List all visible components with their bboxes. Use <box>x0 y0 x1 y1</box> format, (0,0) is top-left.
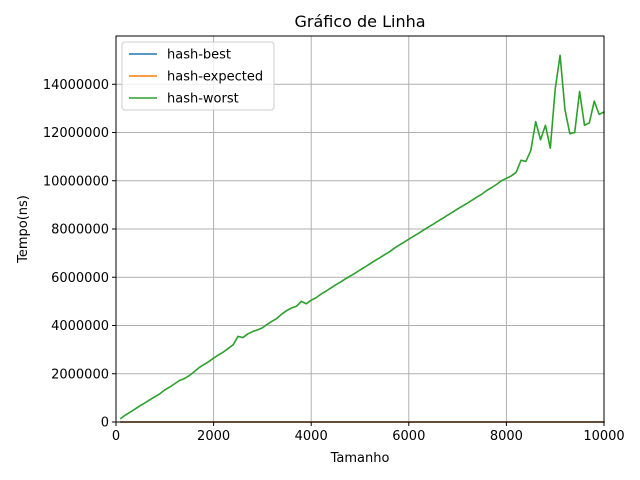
legend-label-hash-worst: hash-worst <box>167 92 239 107</box>
y-axis-ticks: 0 2000000 4000000 6000000 8000000 10000000 120… <box>43 78 116 431</box>
x-axis-label: Tamanho <box>330 451 390 466</box>
y-tick-label: 12000000 <box>43 126 109 141</box>
x-tick-label: 4000 <box>295 429 328 444</box>
y-tick-label: 10000000 <box>43 174 109 189</box>
y-tick-label: 8000000 <box>51 223 109 238</box>
legend: hash-best hash-expected hash-worst <box>121 41 275 111</box>
x-axis-ticks: 0 2000 4000 6000 8000 10000 <box>112 422 625 444</box>
series-line-hash-worst <box>119 54 606 420</box>
x-tick-label: 0 <box>112 429 120 444</box>
legend-label-hash-best: hash-best <box>167 48 231 63</box>
x-tick-label: 2000 <box>197 429 230 444</box>
y-axis-label: Tempo(ns) <box>16 195 31 264</box>
chart-title: Gráfico de Linha <box>294 12 425 31</box>
y-tick-label: 4000000 <box>51 319 109 334</box>
x-tick-label: 6000 <box>392 429 425 444</box>
y-tick-label: 6000000 <box>51 271 109 286</box>
y-tick-label: 0 <box>101 416 109 431</box>
x-tick-label: 10000 <box>583 429 624 444</box>
y-tick-label: 14000000 <box>43 78 109 93</box>
y-tick-label: 2000000 <box>51 367 109 382</box>
legend-box <box>121 41 275 111</box>
x-tick-label: 8000 <box>490 429 523 444</box>
legend-label-hash-expected: hash-expected <box>167 70 263 85</box>
